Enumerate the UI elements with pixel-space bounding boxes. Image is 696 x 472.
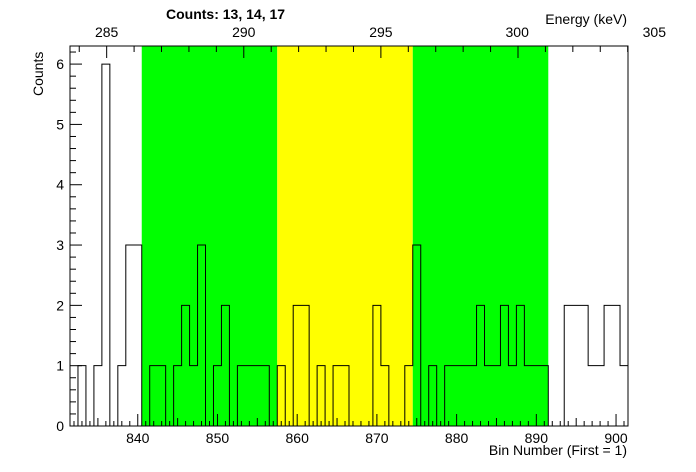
x-tick-label: 850 [206,430,230,446]
y-tick-label: 0 [56,418,64,434]
x-tick-label: 890 [525,430,549,446]
plot-frame [69,45,629,427]
region-bands [141,46,549,426]
y-tick-label: 6 [56,56,64,72]
x-tick-label: 870 [365,430,389,446]
y-tick-label: 4 [56,177,64,193]
x-tick-label: 860 [286,430,310,446]
x-tick-label: 880 [445,430,469,446]
energy-tick-label: 305 [643,24,667,40]
y-tick-label: 5 [56,116,64,132]
energy-tick-label: 300 [506,24,530,40]
energy-axis-label: Energy (keV) [545,11,627,27]
x-tick-label: 900 [604,430,628,446]
chart-title: Counts: 13, 14, 17 [166,6,286,22]
x-axis-label: Bin Number (First = 1) [488,442,627,458]
energy-tick-label: 285 [95,24,119,40]
x-tick-label: 840 [126,430,150,446]
energy-tick-label: 290 [232,24,256,40]
energy-tick-label: 295 [369,24,393,40]
region-band-1 [141,46,278,426]
region-band-3 [412,46,549,426]
y-tick-label: 2 [56,297,64,313]
y-tick-label: 3 [56,237,64,253]
axes: 840 850 860 870 880 890 900 285 290 295 300 305 0 1 2 3… [56,24,666,446]
y-tick-label: 1 [56,358,64,374]
region-band-2 [277,46,413,426]
